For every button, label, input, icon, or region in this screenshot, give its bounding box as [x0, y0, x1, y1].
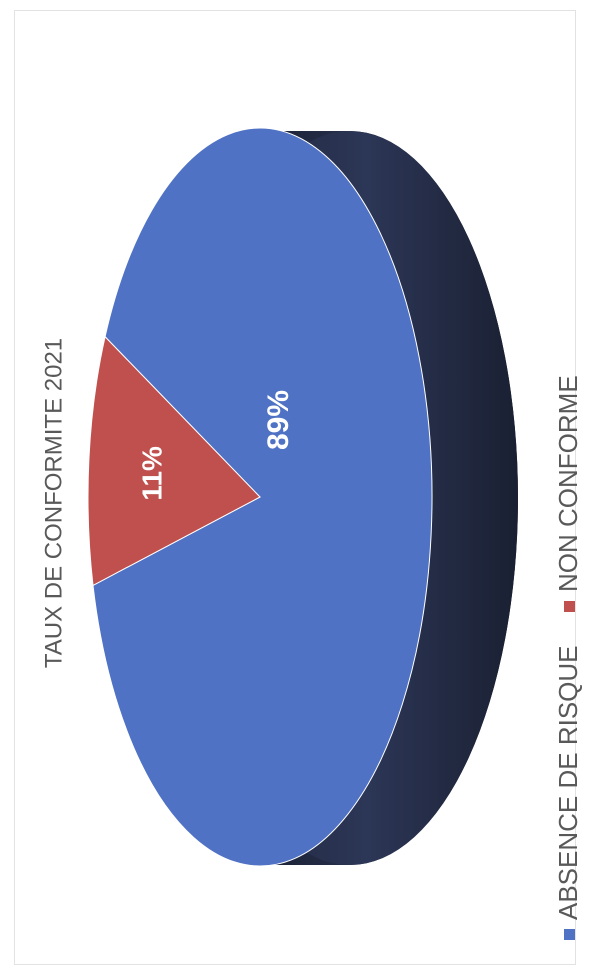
legend-label-non-conforme: NON CONFORME: [553, 375, 583, 592]
legend: ABSENCE DE RISQUE NON CONFORME: [553, 375, 583, 940]
legend-swatch-non-conforme: [564, 601, 575, 612]
data-label-non-conforme: 11%: [136, 446, 167, 501]
data-label-absence-de-risque: 89%: [262, 390, 295, 450]
chart-title: TAUX DE CONFORMITE 2021: [40, 338, 67, 668]
pie-slice-absence-de-risque: [92, 127, 433, 867]
legend-label-absence-de-risque: ABSENCE DE RISQUE: [553, 645, 583, 920]
pie-slice-non-conforme: [87, 335, 261, 587]
legend-swatch-absence-de-risque: [564, 929, 575, 940]
